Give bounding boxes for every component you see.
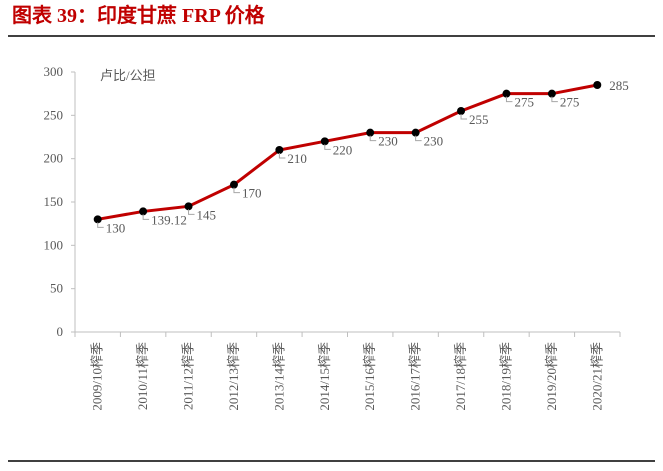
- leader-line: [415, 135, 422, 142]
- leader-line: [460, 114, 468, 120]
- data-label: 255: [469, 112, 489, 127]
- x-tick-label: 2014/15榨季: [317, 342, 332, 411]
- y-tick-label: 50: [50, 281, 63, 296]
- y-tick-label: 100: [44, 237, 64, 252]
- y-tick-label: 200: [44, 151, 64, 166]
- leader-line: [278, 153, 286, 159]
- marker: [184, 202, 193, 211]
- x-tick-label: 2017/18榨季: [453, 342, 468, 411]
- marker: [275, 146, 284, 154]
- x-tick-label: 2019/20榨季: [544, 342, 559, 411]
- data-label: 275: [514, 95, 534, 110]
- x-tick-label: 2011/12榨季: [181, 342, 196, 410]
- x-tick-label: 2012/13榨季: [226, 342, 241, 411]
- marker: [547, 89, 556, 98]
- data-label: 139.12: [151, 212, 187, 227]
- data-label: 130: [106, 220, 126, 235]
- leader-line: [142, 214, 150, 220]
- data-label: 145: [197, 207, 217, 222]
- y-tick-label: 300: [44, 64, 64, 79]
- leader-line: [324, 144, 331, 150]
- y-axis-label: 卢比/公担: [100, 68, 156, 83]
- x-tick-label: 2018/19榨季: [498, 342, 513, 411]
- x-tick-label: 2013/14榨季: [271, 342, 286, 411]
- y-tick-label: 150: [44, 194, 64, 209]
- x-tick-label: 2016/17榨季: [408, 342, 423, 411]
- marker: [366, 128, 375, 137]
- y-tick-label: 250: [44, 107, 64, 122]
- marker: [139, 207, 148, 216]
- leader-line: [233, 187, 240, 194]
- data-label: 230: [424, 134, 444, 149]
- data-label: 285: [609, 78, 629, 93]
- marker: [93, 215, 102, 224]
- data-label: 210: [287, 151, 307, 166]
- data-label: 220: [333, 142, 353, 157]
- marker: [411, 128, 420, 137]
- marker: [320, 137, 329, 146]
- leader-line: [369, 135, 377, 142]
- marker: [502, 89, 511, 98]
- leader-line: [188, 209, 195, 215]
- leader-line: [551, 96, 558, 103]
- x-tick-label: 2015/16榨季: [362, 342, 377, 411]
- y-tick-label: 0: [57, 324, 64, 339]
- marker: [229, 180, 238, 189]
- x-tick-label: 2010/11榨季: [135, 342, 150, 410]
- data-label: 170: [242, 186, 261, 201]
- leader-line: [97, 222, 104, 228]
- marker: [457, 107, 466, 115]
- data-label: 275: [560, 95, 580, 110]
- x-tick-label: 2020/21榨季: [589, 342, 604, 411]
- line: [97, 83, 598, 221]
- leader-line: [505, 96, 513, 103]
- chart-title: 图表 39：印度甘蔗 FRP 价格: [12, 3, 266, 27]
- x-tick-label: 2009/10榨季: [90, 342, 105, 411]
- data-label: 230: [378, 134, 398, 149]
- marker: [593, 81, 602, 89]
